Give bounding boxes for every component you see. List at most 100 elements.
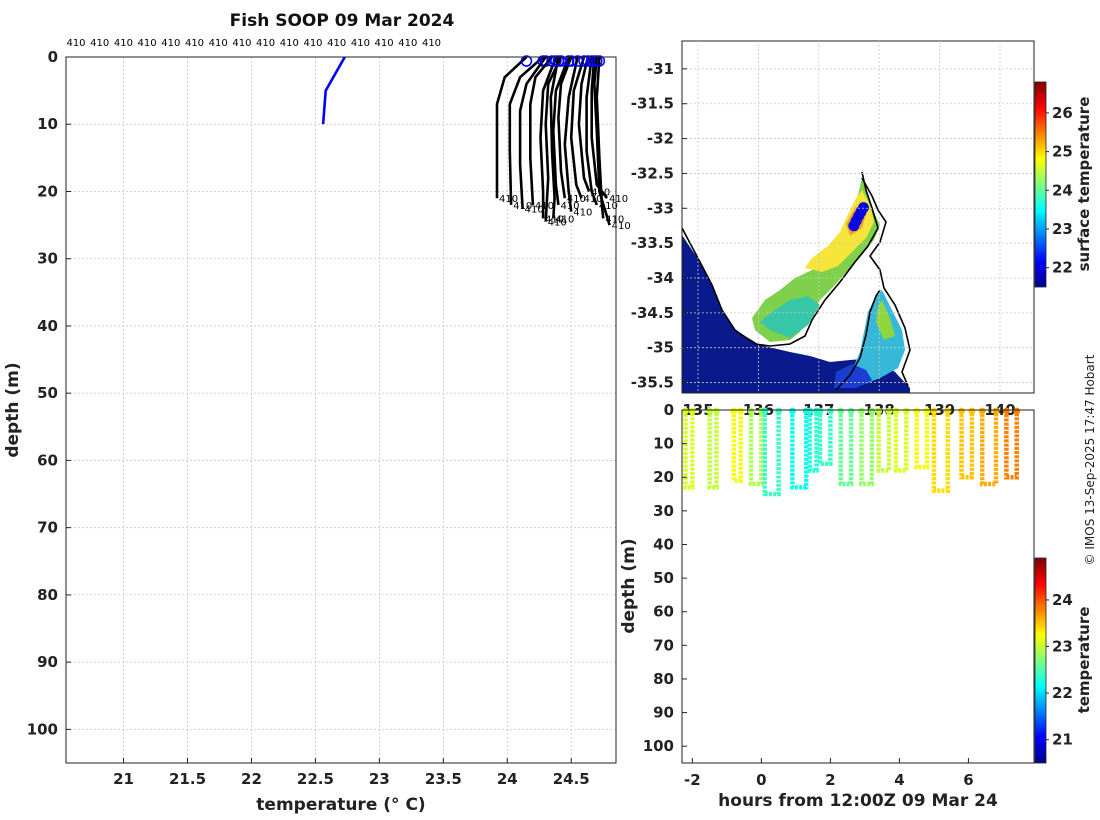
gulf-st-vincent-warm	[876, 300, 895, 340]
section-surface-point	[682, 407, 689, 415]
section-profile-cast	[817, 410, 833, 467]
profile-line	[544, 56, 563, 222]
map-lat-ticks: -31 -31.5 -32 -32.5 -33 -33.5 -34 -34.5 -35 -35.5	[631, 60, 687, 392]
profile-y-tick-label: 60	[37, 451, 58, 469]
profile-y-tick-label: 0	[48, 48, 58, 66]
profile-x-tick-label: 24.5	[553, 770, 590, 788]
map-lat-tick-label: -33	[647, 199, 674, 217]
profile-top-label: 410	[280, 38, 299, 49]
section-profile-cast	[683, 410, 695, 490]
profile-x-ticks: 21 21.5 22 22.5 23 23.5 24 24.5	[113, 758, 590, 788]
profile-y-tick-label: 70	[37, 519, 58, 537]
profile-line	[577, 56, 591, 192]
profile-y-tick-label: 50	[37, 384, 58, 402]
ocean-region	[682, 235, 910, 393]
map-lat-tick-label: -33.5	[631, 234, 674, 252]
map-lat-tick-label: -35.5	[631, 374, 674, 392]
section-surface-point	[875, 407, 883, 415]
section-y-tick-label: 0	[664, 401, 674, 419]
profile-plot-frame	[65, 56, 617, 764]
sst-colorbar-tick-label: 26	[1052, 104, 1073, 122]
sst-colorbar-label: surface temperature	[1075, 97, 1093, 272]
section-profile-cast	[893, 410, 909, 473]
section-y-tick-label: 90	[653, 704, 674, 722]
profile-series: 4104104104104104104104104104104104104104…	[321, 55, 631, 232]
profile-top-label: 410	[375, 38, 394, 49]
spencer-gulf	[752, 178, 880, 342]
section-profile-cast	[707, 410, 719, 490]
section-surface-point	[837, 407, 845, 415]
section-y-tick-label: 80	[653, 670, 674, 688]
profile-chart-title: Fish SOOP 09 Mar 2024	[230, 11, 455, 31]
sst-colorbar	[1034, 81, 1047, 288]
section-profile-cast	[1004, 410, 1019, 480]
temp-colorbar-tick-label: 23	[1052, 638, 1073, 656]
section-surface-point	[968, 407, 976, 415]
section-surface-point	[992, 407, 1000, 415]
profile-line	[557, 56, 573, 199]
profile-x-tick-label: 23	[369, 770, 390, 788]
profile-y-tick-label: 80	[37, 586, 58, 604]
profile-end-label: 410	[525, 204, 544, 215]
section-surface-point	[730, 407, 738, 415]
profile-top-label: 410	[303, 38, 322, 49]
section-x-label: hours from 12:00Z 09 Mar 24	[718, 791, 998, 811]
profile-end-label: 410	[612, 221, 631, 232]
map-lat-tick-label: -31	[647, 60, 674, 78]
profile-y-label: depth (m)	[3, 362, 23, 457]
profile-x-label: temperature (° C)	[256, 795, 425, 815]
profile-top-label: 410	[66, 38, 85, 49]
profile-line	[549, 56, 560, 219]
profile-line	[539, 56, 558, 219]
section-y-tick-label: 50	[653, 569, 674, 587]
section-y-tick-label: 100	[643, 737, 674, 755]
profile-top-label: 410	[90, 38, 109, 49]
map-grid	[682, 41, 1034, 393]
temp-colorbar-tick-label: 24	[1052, 591, 1073, 609]
profile-end-label: 410	[499, 194, 518, 205]
section-surface-point	[978, 407, 986, 415]
section-surface-point	[847, 407, 855, 415]
section-x-tick-label: 2	[825, 771, 835, 789]
section-profile-cast	[931, 410, 950, 493]
section-profiles	[682, 407, 1021, 497]
profile-y-tick-label: 20	[37, 182, 58, 200]
section-profile-cast	[979, 410, 999, 487]
section-profile-cast	[790, 410, 809, 490]
profile-y-tick-label: 40	[37, 317, 58, 335]
section-y-tick-label: 10	[653, 435, 674, 453]
ship-track-point	[848, 220, 860, 232]
section-surface-point	[892, 407, 900, 415]
map-frame	[681, 40, 1035, 394]
section-profile-cast	[807, 410, 819, 473]
section-surface-point	[747, 407, 755, 415]
section-x-tick-label: 6	[963, 771, 973, 789]
section-x-ticks: -2 0 2 4 6	[684, 758, 974, 789]
profile-x-tick-label: 21.5	[169, 770, 206, 788]
profile-top-label: 410	[209, 38, 228, 49]
section-y-tick-label: 60	[653, 603, 674, 621]
profile-end-label: 410	[548, 218, 567, 229]
profile-end-label: 410	[605, 214, 624, 225]
profile-top-label: 410	[327, 38, 346, 49]
profile-top-label: 410	[114, 38, 133, 49]
temp-colorbar-tick-label: 22	[1052, 684, 1073, 702]
section-surface-point	[913, 407, 921, 415]
section-surface-point	[944, 407, 952, 415]
profile-start-marker	[593, 55, 606, 67]
section-surface-point	[789, 407, 796, 415]
profile-end-label: 410	[555, 214, 574, 225]
section-y-ticks: 0 10 20 30 40 50 60 70 80 90 100	[643, 401, 687, 755]
ship-track-point	[850, 215, 862, 227]
section-surface-point	[1002, 407, 1010, 415]
section-x-tick-label: 0	[756, 771, 766, 789]
profile-y-tick-label: 10	[37, 115, 58, 133]
profile-line	[569, 56, 586, 199]
map-lat-tick-label: -32.5	[631, 164, 674, 182]
section-surface-point	[806, 407, 814, 415]
profile-line	[552, 56, 570, 206]
section-surface-point	[930, 407, 938, 415]
section-frame	[681, 409, 1035, 764]
